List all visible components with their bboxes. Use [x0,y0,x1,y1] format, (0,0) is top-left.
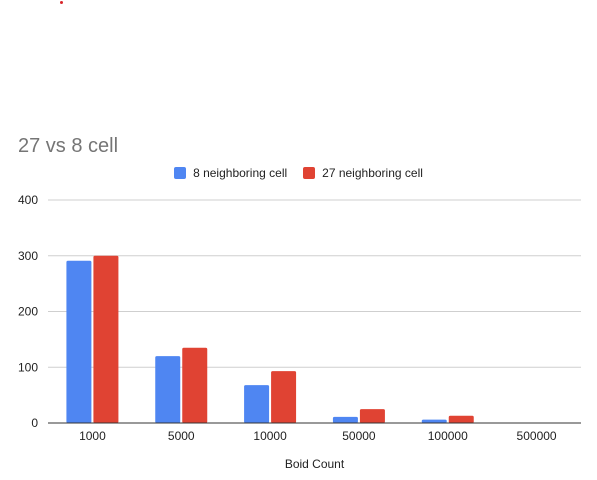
y-tick-label-300: 300 [18,249,38,263]
bar-8-cell-100000[interactable] [421,419,447,423]
x-axis-title: Boid Count [285,457,345,471]
legend-label-series-2: 27 neighboring cell [322,166,423,180]
bar-27-cell-1000[interactable] [93,255,119,423]
x-tick-label-100000: 100000 [428,429,468,443]
bar-27-cell-5000[interactable] [182,347,208,423]
legend-item-series-2[interactable]: 27 neighboring cell [303,166,423,180]
x-tick-label-1000: 1000 [79,429,106,443]
red-marker-dot [60,1,63,4]
x-tick-label-500000: 500000 [517,429,557,443]
chart-legend: 8 neighboring cell 27 neighboring cell [0,166,597,180]
x-tick-label-5000: 5000 [168,429,195,443]
bar-27-cell-100000[interactable] [448,415,474,423]
bar-8-cell-5000[interactable] [155,356,181,423]
y-tick-label-100: 100 [18,360,38,374]
y-tick-label-400: 400 [18,193,38,207]
legend-item-series-1[interactable]: 8 neighboring cell [174,166,287,180]
legend-swatch-series-2 [303,167,316,179]
bar-8-cell-1000[interactable] [66,260,92,423]
legend-label-series-1: 8 neighboring cell [193,166,288,180]
bar-8-cell-50000[interactable] [332,416,358,423]
y-tick-label-200: 200 [18,305,38,319]
y-tick-label-0: 0 [31,416,38,430]
x-tick-label-50000: 50000 [342,429,376,443]
chart-title: 27 vs 8 cell [18,135,119,157]
bar-8-cell-10000[interactable] [244,385,270,423]
x-tick-label-10000: 10000 [253,429,287,443]
bar-27-cell-10000[interactable] [271,371,297,423]
bar-27-cell-50000[interactable] [359,409,385,423]
legend-swatch-series-1 [174,167,187,179]
